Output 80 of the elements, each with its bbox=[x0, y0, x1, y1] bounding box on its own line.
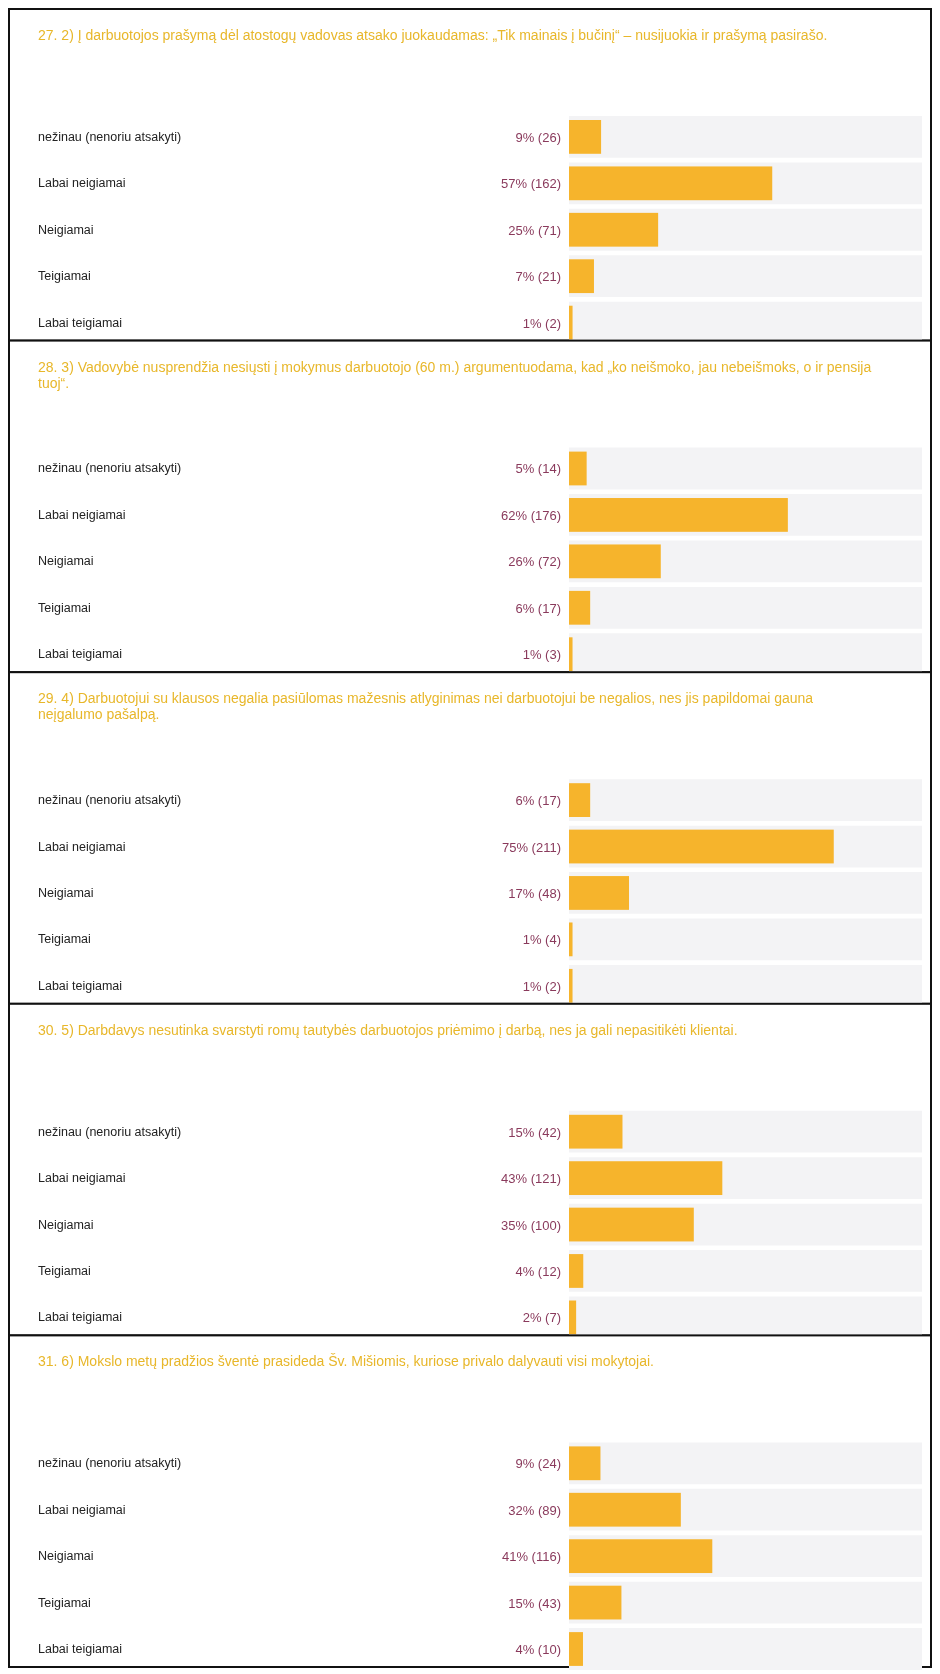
bar bbox=[569, 498, 788, 532]
data-label: 1% (4) bbox=[522, 932, 561, 948]
y-tick-label: Labai neigiamai bbox=[38, 1171, 126, 1186]
data-label: 4% (12) bbox=[515, 1263, 561, 1279]
text: 27. 2) Į darbuotojos prašymą dėl atostogų vadovas atsako juokaudamas: „Tik mainais į bučinį“ – nusijuokia ir prašymą pasirašo. bbox=[38, 27, 828, 43]
y-tick-label: Labai teigiamai bbox=[38, 315, 123, 330]
bar bbox=[569, 1492, 681, 1527]
data-label: 4% (10) bbox=[515, 1642, 561, 1658]
y-tick-label: Labai neigiamai bbox=[38, 839, 126, 854]
bar bbox=[569, 1446, 601, 1481]
y-tick-label: Teigiamai bbox=[38, 600, 91, 615]
y-tick-label: Labai neigiamai bbox=[38, 507, 126, 522]
data-label: 5% (14) bbox=[515, 461, 561, 477]
data-label: 15% (42) bbox=[508, 1124, 561, 1140]
bar bbox=[569, 1632, 583, 1666]
y-tick-label: Labai teigiamai bbox=[38, 1642, 123, 1657]
data-label: 9% (26) bbox=[515, 129, 561, 145]
data-label: 62% (176) bbox=[501, 507, 561, 523]
bar bbox=[569, 212, 659, 247]
y-tick-label: nežinau (nenoriu atsakyti) bbox=[38, 1456, 182, 1471]
y-tick-label: nežinau (nenoriu atsakyti) bbox=[38, 129, 182, 144]
data-label: 1% (2) bbox=[522, 315, 561, 331]
y-tick-label: Neigiamai bbox=[38, 554, 94, 569]
data-label: 25% (71) bbox=[508, 222, 561, 238]
y-tick-label: nežinau (nenoriu atsakyti) bbox=[38, 793, 182, 808]
y-tick-label: Labai neigiamai bbox=[38, 1502, 126, 1517]
data-label: 2% (7) bbox=[522, 1310, 561, 1326]
bar bbox=[569, 1207, 694, 1242]
y-tick-label: nežinau (nenoriu atsakyti) bbox=[38, 1124, 182, 1139]
bar bbox=[569, 829, 834, 864]
data-label: 6% (17) bbox=[515, 600, 561, 616]
bar bbox=[569, 1300, 577, 1335]
bar bbox=[569, 968, 573, 1003]
data-label: 6% (17) bbox=[515, 793, 561, 809]
y-tick-label: Labai teigiamai bbox=[38, 647, 123, 662]
y-tick-label: Labai teigiamai bbox=[38, 978, 123, 993]
data-label: 26% (72) bbox=[508, 554, 561, 570]
data-label: 41% (116) bbox=[501, 1549, 561, 1565]
y-tick-label: Teigiamai bbox=[38, 932, 91, 947]
bar bbox=[569, 451, 587, 486]
bar bbox=[569, 1161, 723, 1196]
y-tick-label: Teigiamai bbox=[38, 269, 91, 284]
bar bbox=[569, 590, 591, 625]
y-tick-label: Neigiamai bbox=[38, 222, 94, 237]
bar bbox=[569, 1254, 584, 1288]
y-tick-label: Labai teigiamai bbox=[38, 1310, 123, 1325]
bar bbox=[569, 783, 591, 817]
y-tick-label: Labai neigiamai bbox=[38, 176, 126, 191]
data-label: 43% (121) bbox=[501, 1171, 561, 1187]
bar bbox=[569, 259, 594, 294]
data-label: 17% (48) bbox=[508, 885, 561, 901]
text: 28. 3) Vadovybė nusprendžia nesiųsti į mokymus darbuotojo (60 m.) argumentuodama, kad „ko neišmoko, jau nebeišmoks, o ir pensija tuoj“. bbox=[38, 358, 872, 391]
data-label: 9% (24) bbox=[515, 1456, 561, 1472]
y-tick-label: nežinau (nenoriu atsakyti) bbox=[38, 461, 182, 476]
y-tick-label: Teigiamai bbox=[38, 1595, 91, 1610]
bar bbox=[569, 1585, 622, 1620]
bar bbox=[569, 922, 573, 957]
y-tick-label: Neigiamai bbox=[38, 1549, 94, 1564]
bar bbox=[569, 1114, 623, 1149]
data-label: 1% (2) bbox=[522, 978, 561, 994]
data-label: 32% (89) bbox=[508, 1502, 561, 1518]
data-label: 1% (3) bbox=[522, 647, 561, 663]
data-label: 15% (43) bbox=[508, 1595, 561, 1611]
bar bbox=[569, 1539, 713, 1574]
data-label: 35% (100) bbox=[501, 1217, 561, 1233]
bar bbox=[569, 120, 602, 154]
bar bbox=[569, 544, 661, 579]
y-tick-label: Teigiamai bbox=[38, 1263, 91, 1278]
data-label: 57% (162) bbox=[501, 176, 561, 192]
text: 30. 5) Darbdavys nesutinka svarstyti romų tautybės darbuotojos priėmimo į darbą, nes ja gali nepasitikėti klientai. bbox=[38, 1021, 738, 1038]
text: 31. 6) Mokslo metų pradžios šventė prasideda Šv. Mišiomis, kuriose privalo dalyvauti visi mokytojai. bbox=[38, 1353, 654, 1370]
y-tick-label: Neigiamai bbox=[38, 885, 94, 900]
data-label: 7% (21) bbox=[515, 269, 561, 285]
bar bbox=[569, 166, 773, 201]
bar bbox=[569, 876, 630, 910]
y-tick-label: Neigiamai bbox=[38, 1217, 94, 1232]
bar bbox=[569, 305, 573, 340]
bar bbox=[569, 637, 573, 672]
data-label: 75% (211) bbox=[501, 839, 561, 855]
text: 29. 4) Darbuotojui su klausos negalia pasiūlomas mažesnis atlyginimas nei darbuotojui be negalios, nes jis papildomai gauna neįgalumo pašalpą. bbox=[38, 690, 814, 723]
